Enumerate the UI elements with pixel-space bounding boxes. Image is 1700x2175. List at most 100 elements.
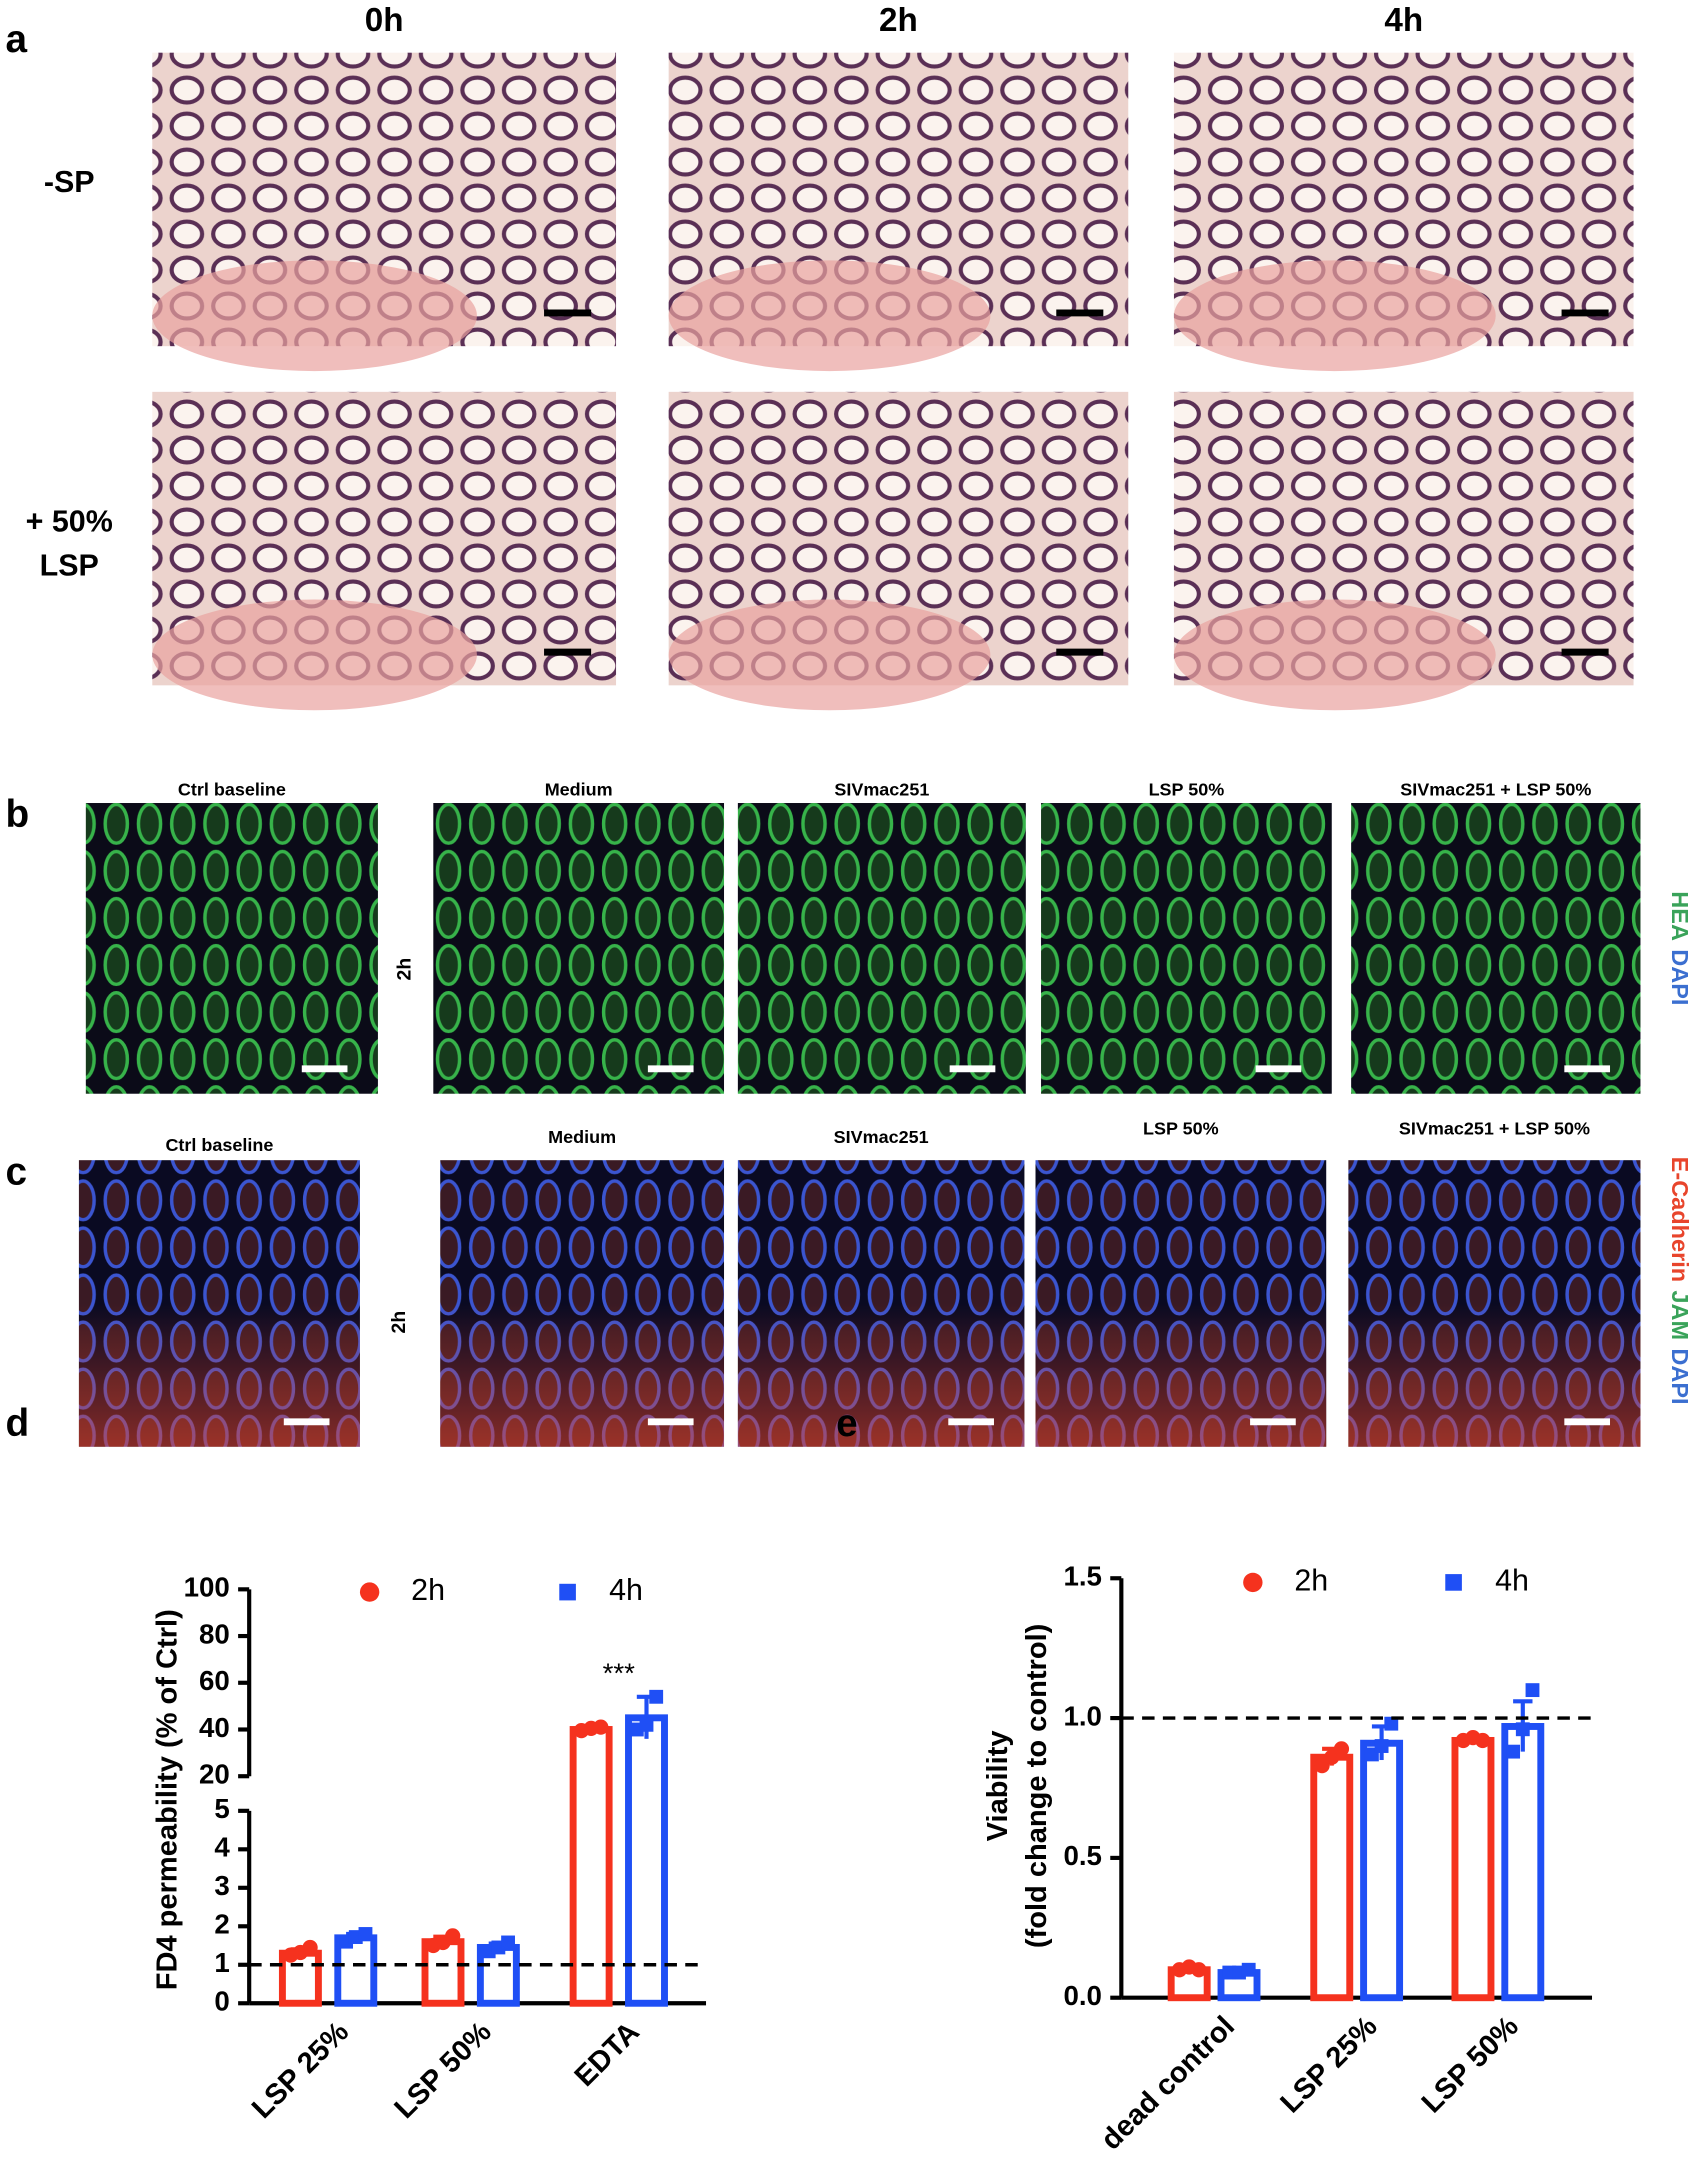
stain-name: DAPI [1667,949,1693,1005]
y-axis-label: (fold change to control) [1021,1624,1053,1949]
micrograph [1351,803,1641,1094]
tissue-stroma [152,599,477,711]
tissue-stroma [152,260,477,372]
legend-label: 2h [411,1573,445,1607]
legend-marker [1243,1572,1263,1593]
data-point [1191,1962,1207,1978]
image-title: SIVmac251 + LSP 50% [1400,779,1591,799]
data-point [445,1928,461,1944]
data-point [593,1719,609,1735]
column-label: 4h [1384,2,1423,39]
bar [625,1714,668,2007]
y-tick-label: 3 [214,1870,229,1901]
tissue-stroma [1173,599,1496,711]
panel-label: a [6,18,28,61]
x-tick-label: EDTA [569,2016,646,2093]
y-tick-label: 5 [214,1793,229,1824]
image-title: Ctrl baseline [165,1135,273,1155]
bar [569,1726,613,2007]
image-title: LSP 50% [1149,779,1225,799]
data-point [1506,1744,1521,1759]
image-title: Medium [545,779,613,799]
tissue-stroma [1173,260,1496,372]
image-title: SIVmac251 [834,1127,929,1147]
x-tick-label: LSP 25% [246,2016,355,2125]
data-point [1241,1962,1256,1977]
x-tick-label: LSP 50% [1416,2010,1525,2119]
image-title: SIVmac251 + LSP 50% [1399,1118,1590,1138]
bar [334,1934,378,2007]
stain-overlay [737,1160,1025,1447]
x-tick-label: LSP 25% [1275,2010,1384,2119]
y-tick-label: 60 [199,1665,230,1696]
bar [1360,1739,1404,2002]
y-axis-label: Viability [982,1730,1014,1841]
legend-marker [1445,1574,1462,1591]
y-tick-label: 100 [184,1572,230,1603]
bar [1501,1723,1545,2002]
data-point [649,1689,664,1704]
stain-name: E-Cadherin [1667,1157,1693,1282]
image-title: LSP 50% [1143,1118,1219,1138]
stain-overlay [1348,1160,1641,1447]
y-tick-label: 4 [214,1832,230,1863]
micrograph [433,803,725,1094]
y-tick-label: 2 [214,1909,229,1940]
tissue-stroma [668,599,991,711]
data-point [1374,1739,1389,1753]
stain-overlay [1035,1160,1327,1447]
data-point [501,1935,515,1950]
image-title: Medium [548,1127,616,1147]
panel-label: b [6,793,30,836]
data-point [1384,1716,1399,1731]
legend-label: 4h [1495,1563,1529,1597]
significance: *** [603,1657,636,1688]
stain-name: HEA [1667,891,1693,941]
stain-name: JAM [1667,1290,1693,1340]
row-label: + 50% [26,504,113,538]
legend-label: 2h [1294,1563,1328,1597]
data-point [1475,1732,1491,1749]
data-point [358,1927,373,1941]
data-point [1333,1741,1350,1757]
stain-overlay [440,1160,725,1447]
row-label: -SP [44,165,95,199]
bar [1451,1736,1495,2002]
micrograph [737,803,1026,1094]
data-point [639,1717,654,1732]
y-tick-label: 1 [214,1947,229,1978]
y-tick-label: 0.5 [1063,1840,1101,1871]
micrograph [1041,803,1332,1094]
legend-marker [359,1582,380,1602]
stain-name: DAPI [1667,1348,1693,1404]
column-label: 2h [879,2,918,39]
time-label: 2h [388,1311,410,1334]
tissue-stroma [668,260,991,372]
stain-overlay [78,1160,360,1447]
legend-label: 4h [609,1573,643,1607]
image-title: Ctrl baseline [178,779,286,799]
micrograph [85,803,378,1094]
data-point [1515,1722,1530,1737]
time-label: 2h [394,958,416,981]
bar [1310,1753,1354,2002]
y-tick-label: 1.0 [1063,1700,1101,1731]
column-label: 0h [365,2,404,39]
row-label: LSP [40,549,99,583]
data-point [1525,1683,1540,1698]
legend-marker [559,1583,576,1601]
stain-legend: HEA DAPI [1667,891,1693,1005]
x-tick-label: dead control [1095,2010,1241,2156]
x-tick-label: LSP 50% [389,2016,498,2125]
panel-label: d [6,1402,30,1445]
y-tick-label: 20 [199,1759,230,1790]
y-tick-label: 80 [199,1618,230,1649]
y-axis-label: FD4 permeability (% of Ctrl) [152,1609,184,1990]
y-tick-label: 0.0 [1063,1980,1101,2011]
y-tick-label: 1.5 [1063,1561,1101,1592]
y-tick-label: 40 [199,1712,230,1743]
image-title: SIVmac251 [834,779,929,799]
panel-label: e [836,1402,858,1445]
